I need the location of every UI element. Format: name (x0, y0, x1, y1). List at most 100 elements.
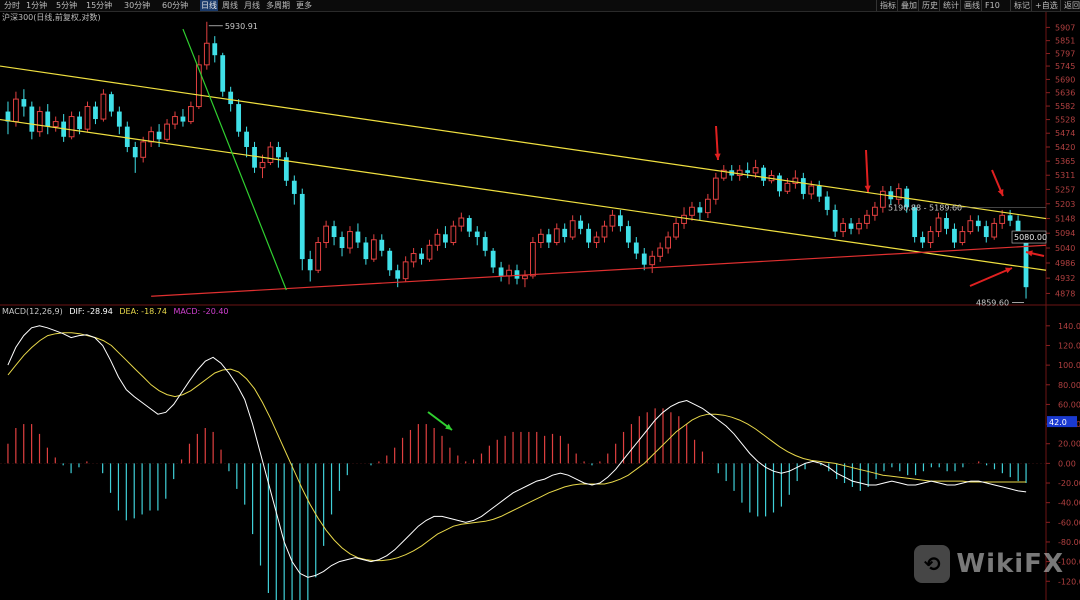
price-tick-label-7: 5528 (1055, 116, 1075, 125)
period-tab-1[interactable]: 1分钟 (26, 1, 48, 10)
candle-body-10 (84, 106, 91, 130)
toolbar-button-8[interactable]: 返回 (1060, 0, 1080, 11)
candle-body-42 (339, 237, 345, 249)
candle-body-110 (879, 190, 886, 208)
price-tick-label-5: 5636 (1055, 89, 1075, 98)
last-price-label: 5080.00 (1014, 233, 1047, 242)
candle-body-109 (872, 206, 878, 216)
period-tab-7[interactable]: 周线 (222, 1, 238, 10)
candle-body-97 (777, 175, 782, 192)
candle-body-120 (959, 231, 966, 244)
trendline-lower-channel (0, 118, 1047, 271)
candle-body-70 (562, 228, 568, 238)
candle-body-92 (736, 169, 743, 176)
toolbar-button-3[interactable]: 统计 (939, 0, 959, 11)
candle-body-106 (848, 223, 854, 229)
candle-body-99 (792, 177, 799, 184)
candle-body-6 (52, 121, 59, 128)
price-tick-label-6: 5582 (1055, 102, 1075, 111)
candle-body-115 (920, 237, 926, 243)
period-toolbar: 分时 1分钟 5分钟 15分钟 30分钟 60分钟 日线 周线 月线 多周期 更多 指标 叠加 历史 统计画… (0, 0, 1080, 12)
candle-body-121 (967, 220, 974, 233)
candle-body-94 (752, 167, 759, 174)
period-tab-8[interactable]: 月线 (244, 1, 260, 10)
candle-body-28 (228, 91, 234, 105)
candle-body-29 (236, 104, 242, 132)
red-arrow-4-shaft (969, 267, 1013, 287)
candle-body-40 (323, 225, 330, 244)
toolbar-button-1[interactable]: 叠加 (897, 0, 917, 11)
macd-current-label: 42.0 (1049, 418, 1067, 427)
candle-body-85 (681, 214, 687, 224)
high-annotation-label: 5930.91 (225, 22, 258, 31)
candle-body-11 (93, 106, 98, 120)
candle-body-95 (761, 167, 766, 181)
period-tab-3[interactable]: 15分钟 (86, 1, 113, 10)
price-tick-label-9: 5420 (1055, 143, 1075, 152)
toolbar-button-2[interactable]: 历史 (918, 0, 938, 11)
candle-body-15 (124, 126, 130, 147)
macd-legend-label: MACD(12,26,9) (2, 307, 63, 316)
candle-body-16 (132, 146, 138, 158)
candle-body-101 (808, 185, 815, 195)
macd-tick-label-13: -120.00 (1058, 577, 1080, 586)
symbol-title: 沪深300(日线,前复权,对数) (2, 13, 101, 22)
candle-body-104 (832, 209, 838, 232)
price-tick-label-11: 5311 (1055, 171, 1075, 180)
period-tab-5[interactable]: 60分钟 (162, 1, 189, 10)
candle-body-84 (673, 222, 679, 238)
candle-body-87 (697, 207, 703, 213)
candle-body-4 (36, 111, 43, 133)
red-arrow-2-head (864, 185, 871, 192)
wikifx-watermark: ⟲ WikiFX (914, 544, 1064, 584)
period-tab-2[interactable]: 5分钟 (56, 1, 78, 10)
candle-body-114 (912, 207, 918, 238)
macd-tick-label-4: 60.00 (1058, 400, 1080, 409)
candle-body-118 (944, 218, 949, 229)
candle-body-98 (784, 182, 791, 192)
period-tab-9[interactable]: 多周期 (266, 1, 290, 10)
candle-body-19 (156, 131, 162, 140)
macd-tick-label-10: -60.00 (1058, 518, 1080, 527)
candle-body-53 (426, 244, 433, 260)
candle-body-82 (657, 247, 664, 257)
candle-body-111 (888, 191, 894, 200)
candle-body-9 (77, 116, 82, 130)
candle-body-45 (363, 242, 369, 260)
candle-body-8 (68, 116, 75, 138)
candle-body-26 (212, 43, 218, 56)
toolbar-button-4[interactable]: 画线 (960, 0, 980, 11)
candle-body-67 (537, 233, 544, 244)
period-tab-10[interactable]: 更多 (296, 1, 312, 10)
candle-body-14 (116, 111, 122, 127)
candle-body-5 (45, 111, 51, 127)
candle-body-59 (474, 231, 480, 238)
trendline-drop (182, 28, 287, 291)
candle-body-13 (108, 94, 114, 112)
period-tab-6[interactable]: 日线 (200, 0, 218, 11)
candle-body-51 (410, 253, 417, 263)
toolbar-button-6[interactable]: 标记 (1010, 0, 1030, 11)
candle-body-90 (720, 169, 727, 179)
macd-legend-dif: DIF: -28.94 (69, 307, 113, 316)
candle-body-61 (490, 250, 496, 268)
candle-body-12 (100, 93, 107, 120)
toolbar-button-0[interactable]: 指标 (876, 0, 896, 11)
period-tab-4[interactable]: 30分钟 (124, 1, 151, 10)
macd-current-box (1047, 416, 1077, 428)
candle-body-38 (307, 259, 313, 271)
candle-body-2 (21, 99, 27, 107)
macd-tick-label-8: -20.00 (1058, 479, 1080, 488)
toolbar-button-5[interactable]: F10 (981, 0, 1000, 11)
green-arrow-macd-head (445, 423, 452, 430)
candle-body-32 (259, 161, 266, 169)
toolbar-button-7[interactable]: +自选 (1031, 0, 1058, 11)
candle-body-54 (434, 233, 441, 246)
candle-body-126 (1007, 215, 1013, 221)
red-arrow-5-head (1026, 250, 1033, 257)
period-tab-0[interactable]: 分时 (4, 1, 20, 10)
candle-body-39 (315, 242, 322, 271)
macd-legend-macd: MACD: -20.40 (173, 307, 229, 316)
candle-body-69 (553, 228, 560, 244)
